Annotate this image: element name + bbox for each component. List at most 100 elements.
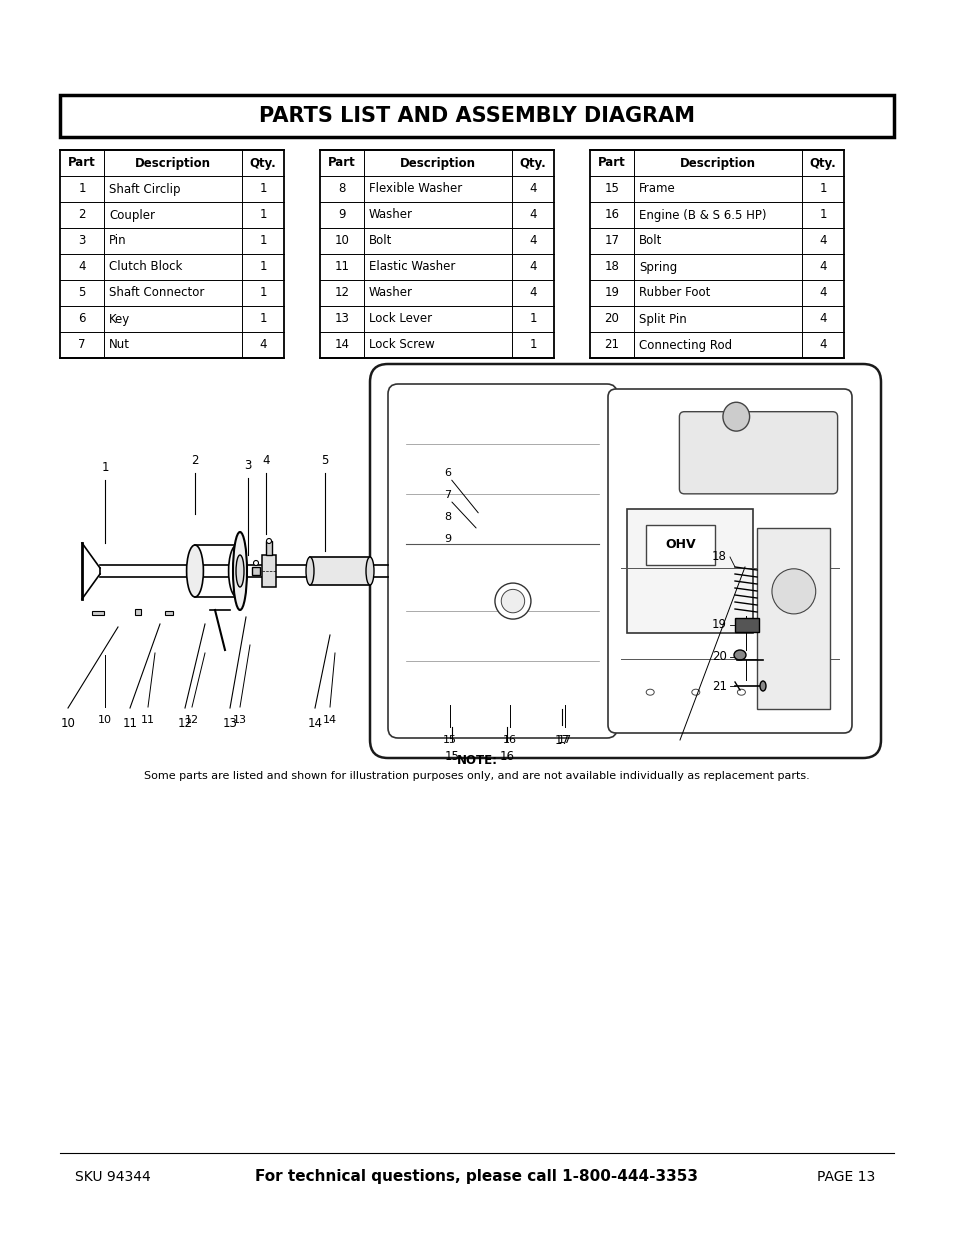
Text: 16: 16 <box>604 209 618 221</box>
Text: Nut: Nut <box>109 338 130 352</box>
Text: 4: 4 <box>819 235 826 247</box>
Text: 15: 15 <box>444 750 459 763</box>
Text: 12: 12 <box>185 715 199 725</box>
Ellipse shape <box>366 557 374 585</box>
Text: Lock Lever: Lock Lever <box>369 312 432 326</box>
Bar <box>734 618 759 632</box>
Text: 2: 2 <box>191 454 198 467</box>
Ellipse shape <box>233 532 247 610</box>
Text: Coupler: Coupler <box>109 209 154 221</box>
Text: OHV: OHV <box>664 538 696 551</box>
Text: 4: 4 <box>529 287 537 300</box>
Text: 17: 17 <box>554 734 569 747</box>
Text: 4: 4 <box>819 287 826 300</box>
FancyBboxPatch shape <box>607 389 851 734</box>
Text: 1: 1 <box>529 338 537 352</box>
Text: SKU 94344: SKU 94344 <box>75 1170 151 1184</box>
Text: 6: 6 <box>78 312 86 326</box>
Text: 7: 7 <box>78 338 86 352</box>
Text: NOTE:: NOTE: <box>456 753 497 767</box>
FancyBboxPatch shape <box>388 384 617 739</box>
Text: 12: 12 <box>335 287 349 300</box>
FancyBboxPatch shape <box>679 411 837 494</box>
Text: 13: 13 <box>222 718 237 730</box>
Text: Description: Description <box>135 157 211 169</box>
Text: 18: 18 <box>604 261 618 273</box>
Text: 1: 1 <box>259 287 267 300</box>
Text: 1: 1 <box>529 312 537 326</box>
Bar <box>627 509 752 634</box>
Text: 14: 14 <box>335 338 349 352</box>
Text: Elastic Washer: Elastic Washer <box>369 261 455 273</box>
Text: 10: 10 <box>60 718 75 730</box>
Text: 4: 4 <box>262 454 270 467</box>
Text: Part: Part <box>68 157 95 169</box>
Text: 4: 4 <box>529 209 537 221</box>
Text: 4: 4 <box>529 261 537 273</box>
Text: PARTS LIST AND ASSEMBLY DIAGRAM: PARTS LIST AND ASSEMBLY DIAGRAM <box>258 106 695 126</box>
Text: 13: 13 <box>233 715 247 725</box>
Bar <box>310 557 370 585</box>
Bar <box>319 149 554 358</box>
Text: 4: 4 <box>529 235 537 247</box>
Text: Part: Part <box>328 157 355 169</box>
Text: 3: 3 <box>244 459 252 472</box>
Bar <box>266 541 272 555</box>
Text: 15: 15 <box>442 735 456 745</box>
Text: 11: 11 <box>335 261 349 273</box>
Ellipse shape <box>266 538 272 543</box>
Text: 6: 6 <box>444 468 451 478</box>
Text: 1: 1 <box>259 261 267 273</box>
Ellipse shape <box>737 689 744 695</box>
Text: 15: 15 <box>604 183 618 195</box>
Text: 4: 4 <box>819 312 826 326</box>
Text: 14: 14 <box>323 715 336 725</box>
Text: 4: 4 <box>819 338 826 352</box>
Text: 20: 20 <box>711 651 726 663</box>
Text: Qty.: Qty. <box>809 157 836 169</box>
Text: Shaft Circlip: Shaft Circlip <box>109 183 180 195</box>
Text: For technical questions, please call 1-800-444-3353: For technical questions, please call 1-8… <box>255 1170 698 1184</box>
Bar <box>135 609 141 615</box>
Text: 1: 1 <box>259 235 267 247</box>
Text: Description: Description <box>399 157 476 169</box>
Bar <box>60 95 893 137</box>
Text: Pin: Pin <box>109 235 127 247</box>
Text: 18: 18 <box>711 551 726 563</box>
Text: Bolt: Bolt <box>369 235 392 247</box>
Text: Description: Description <box>679 157 755 169</box>
Text: 4: 4 <box>259 338 267 352</box>
Text: Lock Screw: Lock Screw <box>369 338 435 352</box>
Text: Rubber Foot: Rubber Foot <box>639 287 710 300</box>
Text: Bolt: Bolt <box>639 235 661 247</box>
Text: 11: 11 <box>122 718 137 730</box>
Text: Flexible Washer: Flexible Washer <box>369 183 462 195</box>
Text: 1: 1 <box>819 209 826 221</box>
Text: 4: 4 <box>819 261 826 273</box>
Text: 17: 17 <box>604 235 618 247</box>
Text: 21: 21 <box>604 338 618 352</box>
Text: 1: 1 <box>259 183 267 195</box>
Text: Washer: Washer <box>369 209 413 221</box>
Text: Washer: Washer <box>369 287 413 300</box>
Text: PAGE 13: PAGE 13 <box>816 1170 874 1184</box>
Text: 4: 4 <box>78 261 86 273</box>
Bar <box>589 149 843 358</box>
Text: 12: 12 <box>177 718 193 730</box>
Text: 20: 20 <box>604 312 618 326</box>
Text: 19: 19 <box>711 619 726 631</box>
Text: Part: Part <box>598 157 625 169</box>
Ellipse shape <box>760 680 765 692</box>
Ellipse shape <box>733 650 745 659</box>
Text: 5: 5 <box>78 287 86 300</box>
Text: Qty.: Qty. <box>519 157 546 169</box>
Text: 16: 16 <box>502 735 517 745</box>
Text: 9: 9 <box>338 209 345 221</box>
Text: 5: 5 <box>321 454 329 467</box>
Bar <box>91 611 104 615</box>
Text: 17: 17 <box>558 735 572 745</box>
Ellipse shape <box>187 545 203 597</box>
Text: 1: 1 <box>259 209 267 221</box>
Text: 11: 11 <box>141 715 154 725</box>
Ellipse shape <box>500 589 524 613</box>
